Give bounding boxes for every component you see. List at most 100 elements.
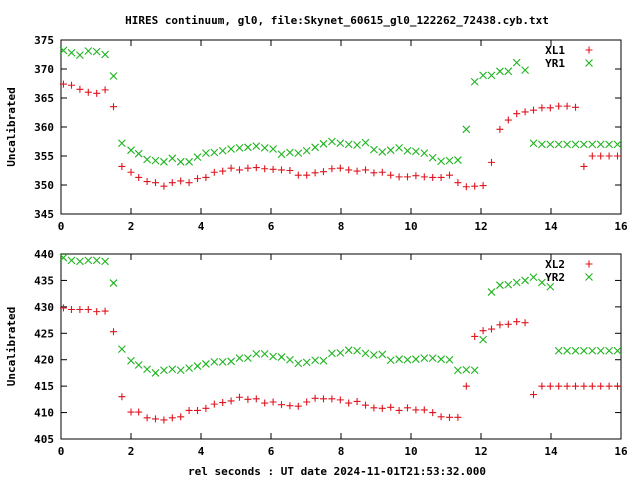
data-point [235,143,244,152]
data-point [353,346,361,355]
data-point [395,143,403,152]
data-point [92,256,101,265]
data-point [59,46,68,55]
x-tick-label: 6 [268,220,275,233]
data-point [127,168,135,176]
data-point [454,156,462,164]
x-tick-label: 12 [474,445,487,458]
data-point [218,146,227,155]
data-point [546,140,555,149]
data-point [412,172,420,180]
data-point [596,140,605,149]
data-point [118,139,126,148]
data-point [110,328,117,336]
data-point [143,178,151,186]
data-point [227,164,235,172]
data-point [143,365,151,374]
data-point [395,173,403,181]
data-point [202,173,210,181]
data-point [554,140,563,149]
data-point [303,171,311,179]
data-point [59,80,67,88]
series-xl2 [59,304,621,424]
data-point [387,403,395,411]
y-tick-label: 370 [34,63,54,76]
y-tick-label: 435 [34,274,54,287]
data-point [395,355,403,364]
x-tick-label: 8 [338,220,345,233]
top-panel: 0 2 4 6 8 10 12 14 16 345 350 355 360 365 370 375 Uncali… [5,34,628,233]
data-point [328,137,336,146]
legend-marker [585,46,593,54]
data-point [311,143,319,152]
y-tick-label: 365 [34,92,54,105]
data-point [362,166,369,174]
data-point [269,352,277,361]
data-point [378,404,386,412]
x-tick-label: 0 [58,220,65,233]
data-point [127,146,135,155]
data-point [504,67,513,76]
data-point [345,399,353,407]
data-point [488,158,495,166]
data-point [101,86,109,94]
data-point [210,357,219,366]
data-point [227,145,235,153]
data-point [294,402,302,410]
data-point [572,103,579,111]
data-point [504,280,513,289]
data-point [588,152,596,160]
data-point [176,366,185,375]
data-point [470,366,479,375]
x-tick-label: 14 [544,445,558,458]
data-point [496,67,504,76]
data-point [336,348,345,357]
data-point [76,257,84,266]
data-point [462,125,471,134]
data-point [286,402,294,410]
data-point [563,382,571,390]
data-point [563,102,571,110]
data-point [420,406,428,414]
data-point [572,382,579,390]
data-point [420,173,428,181]
data-point [269,145,277,153]
data-point [261,165,269,173]
data-point [555,382,563,390]
data-point [244,395,252,403]
data-point [202,404,210,412]
legend-marker [585,273,593,281]
data-point [302,146,311,155]
data-point [521,66,529,75]
data-point [554,346,563,355]
data-point [286,167,294,174]
data-point [84,256,93,265]
data-point [614,382,621,390]
data-point [428,153,437,162]
data-point [344,140,353,149]
data-point [580,346,588,355]
data-point [185,364,193,373]
data-point [244,354,252,363]
y-tick-label: 410 [34,407,54,420]
data-point [151,156,160,165]
data-point [328,395,336,403]
data-point [462,382,470,390]
data-point [496,281,504,290]
data-point [168,365,177,374]
data-point [571,140,580,149]
data-point [277,150,286,159]
y-tick-label: 375 [34,34,54,47]
data-point [328,165,336,173]
data-point [294,149,303,157]
data-point [84,47,93,55]
data-point [605,140,613,149]
y-tick-label: 350 [34,179,54,192]
data-point [521,319,529,327]
data-point [462,365,471,374]
data-point [118,162,126,170]
data-point [344,346,353,355]
y-tick-label: 440 [34,248,54,261]
data-point [614,152,621,160]
data-point [378,168,386,176]
